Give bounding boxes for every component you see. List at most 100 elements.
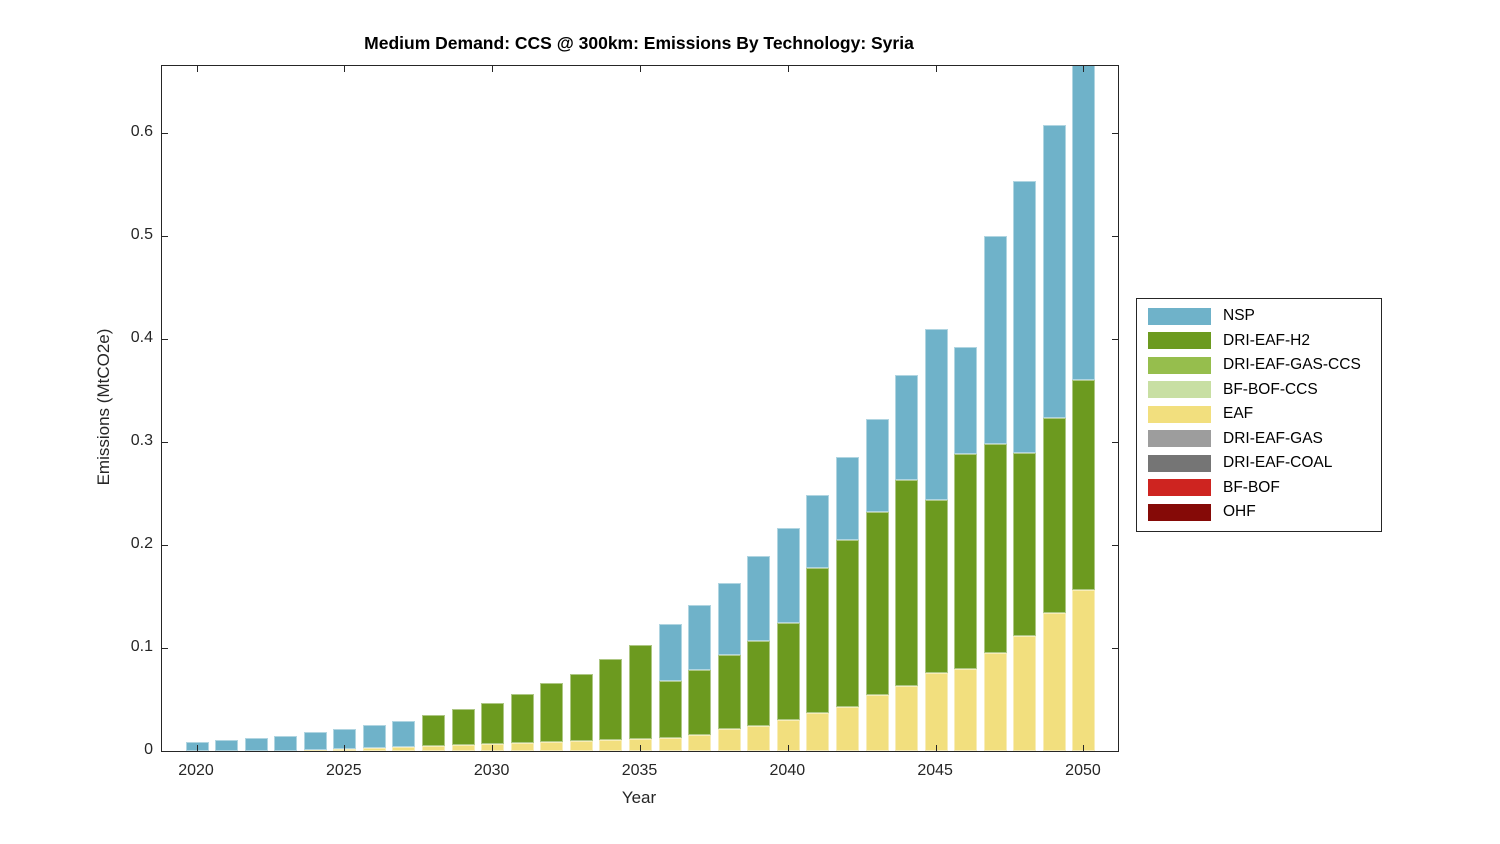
bar-2028-EAF <box>422 745 446 751</box>
x-tick-mark-top <box>639 66 641 72</box>
legend-label-BF-BOF-CCS: BF-BOF-CCS <box>1223 380 1318 398</box>
y-tick-mark-right <box>1112 750 1118 751</box>
y-tick-mark-right <box>1112 544 1118 546</box>
bar-2034-EAF <box>599 739 623 751</box>
bar-2046-NSP <box>954 347 978 455</box>
x-tick-mark-bottom <box>935 745 937 751</box>
bar-2044-DRI-EAF-H2 <box>895 480 919 687</box>
bar-2048-EAF <box>1013 635 1037 751</box>
legend-item-DRI-EAF-COAL: DRI-EAF-COAL <box>1137 451 1381 476</box>
x-tick-mark-bottom <box>196 745 198 751</box>
y-tick-label-0.5: 0.5 <box>130 226 153 243</box>
bar-2038-NSP <box>717 583 741 656</box>
y-tick-label-0.1: 0.1 <box>130 638 153 655</box>
bar-2048-DRI-EAF-H2 <box>1013 453 1037 636</box>
x-tick-label-2040: 2040 <box>769 762 806 779</box>
legend-label-NSP: NSP <box>1223 307 1255 325</box>
bar-2044-NSP <box>895 375 919 481</box>
legend-item-EAF: EAF <box>1137 402 1381 427</box>
legend-item-NSP: NSP <box>1137 304 1381 329</box>
bar-2036-EAF <box>658 737 682 751</box>
bar-2033-DRI-EAF-H2 <box>569 673 593 741</box>
bar-2027-EAF <box>392 746 416 751</box>
y-tick-label-0.4: 0.4 <box>130 329 153 346</box>
bar-2030-DRI-EAF-H2 <box>481 702 505 744</box>
y-tick-mark-left <box>162 338 168 340</box>
bar-2038-DRI-EAF-H2 <box>717 655 741 730</box>
bar-2029-EAF <box>451 744 475 751</box>
bar-2034-DRI-EAF-H2 <box>599 659 623 740</box>
bar-2041-NSP <box>806 494 830 568</box>
legend-label-DRI-EAF-GAS: DRI-EAF-GAS <box>1223 429 1323 447</box>
legend-swatch-BF-BOF <box>1148 479 1211 497</box>
y-tick-mark-left <box>162 647 168 649</box>
legend-swatch-DRI-EAF-H2 <box>1148 332 1211 350</box>
legend-swatch-DRI-EAF-GAS-CCS <box>1148 356 1211 374</box>
plot-area <box>161 65 1119 752</box>
legend-label-BF-BOF: BF-BOF <box>1223 478 1280 496</box>
legend-label-EAF: EAF <box>1223 405 1254 423</box>
bar-2022-NSP <box>244 737 268 751</box>
bar-2047-NSP <box>983 236 1007 445</box>
bar-2026-EAF <box>362 747 386 751</box>
y-tick-mark-right <box>1112 647 1118 649</box>
x-tick-mark-top <box>344 66 346 72</box>
bar-2039-NSP <box>747 556 771 641</box>
bar-2027-NSP <box>392 721 416 747</box>
legend-swatch-DRI-EAF-GAS <box>1148 430 1211 448</box>
bar-2045-DRI-EAF-H2 <box>924 499 948 673</box>
bar-2041-EAF <box>806 712 830 751</box>
legend-item-DRI-EAF-H2: DRI-EAF-H2 <box>1137 329 1381 354</box>
bar-2049-DRI-EAF-H2 <box>1042 418 1066 613</box>
bar-2049-NSP <box>1042 124 1066 419</box>
bar-2031-EAF <box>510 742 534 751</box>
bar-2029-DRI-EAF-H2 <box>451 708 475 745</box>
bar-2050-EAF <box>1072 590 1096 751</box>
legend-label-DRI-EAF-H2: DRI-EAF-H2 <box>1223 331 1310 349</box>
legend-swatch-OHF <box>1148 503 1211 521</box>
legend-swatch-EAF <box>1148 405 1211 423</box>
legend-swatch-DRI-EAF-COAL <box>1148 454 1211 472</box>
y-tick-mark-left <box>162 132 168 134</box>
y-tick-mark-right <box>1112 338 1118 340</box>
legend: NSP DRI-EAF-H2 DRI-EAF-GAS-CCS BF-BOF-CCS EA… <box>1136 298 1382 532</box>
bar-2042-EAF <box>835 706 859 751</box>
legend-item-OHF: OHF <box>1137 500 1381 525</box>
y-tick-mark-right <box>1112 132 1118 134</box>
x-tick-label-2045: 2045 <box>917 762 953 779</box>
x-tick-label-2050: 2050 <box>1065 762 1101 779</box>
bar-2049-EAF <box>1042 612 1066 751</box>
bar-2037-NSP <box>688 604 712 670</box>
x-tick-label-2020: 2020 <box>178 762 214 779</box>
x-tick-label-2035: 2035 <box>621 762 658 779</box>
bar-2043-NSP <box>865 419 889 513</box>
bar-2046-EAF <box>954 668 978 751</box>
bar-2043-EAF <box>865 695 889 751</box>
x-tick-mark-top <box>196 66 198 72</box>
legend-item-BF-BOF-CCS: BF-BOF-CCS <box>1137 378 1381 403</box>
bar-2023-NSP <box>274 735 298 751</box>
bar-2036-DRI-EAF-H2 <box>658 680 682 738</box>
y-tick-mark-left <box>162 441 168 443</box>
legend-item-BF-BOF: BF-BOF <box>1137 476 1381 501</box>
bar-2039-EAF <box>747 726 771 751</box>
bar-2047-DRI-EAF-H2 <box>983 444 1007 654</box>
x-tick-mark-bottom <box>787 745 789 751</box>
x-tick-mark-bottom <box>1083 745 1085 751</box>
x-tick-mark-top <box>787 66 789 72</box>
bar-2041-DRI-EAF-H2 <box>806 567 830 713</box>
x-tick-label-2030: 2030 <box>473 762 510 779</box>
bar-2045-NSP <box>924 328 948 500</box>
x-tick-mark-top <box>492 66 494 72</box>
bar-2028-DRI-EAF-H2 <box>422 714 446 746</box>
bar-2032-EAF <box>540 741 564 751</box>
bar-2032-DRI-EAF-H2 <box>540 683 564 742</box>
legend-swatch-BF-BOF-CCS <box>1148 381 1211 399</box>
y-tick-label-0.6: 0.6 <box>130 123 153 140</box>
bar-2047-EAF <box>983 653 1007 751</box>
legend-swatch-NSP <box>1148 307 1211 325</box>
bar-2042-NSP <box>835 457 859 540</box>
bar-2031-DRI-EAF-H2 <box>510 694 534 743</box>
bar-2037-EAF <box>688 734 712 751</box>
